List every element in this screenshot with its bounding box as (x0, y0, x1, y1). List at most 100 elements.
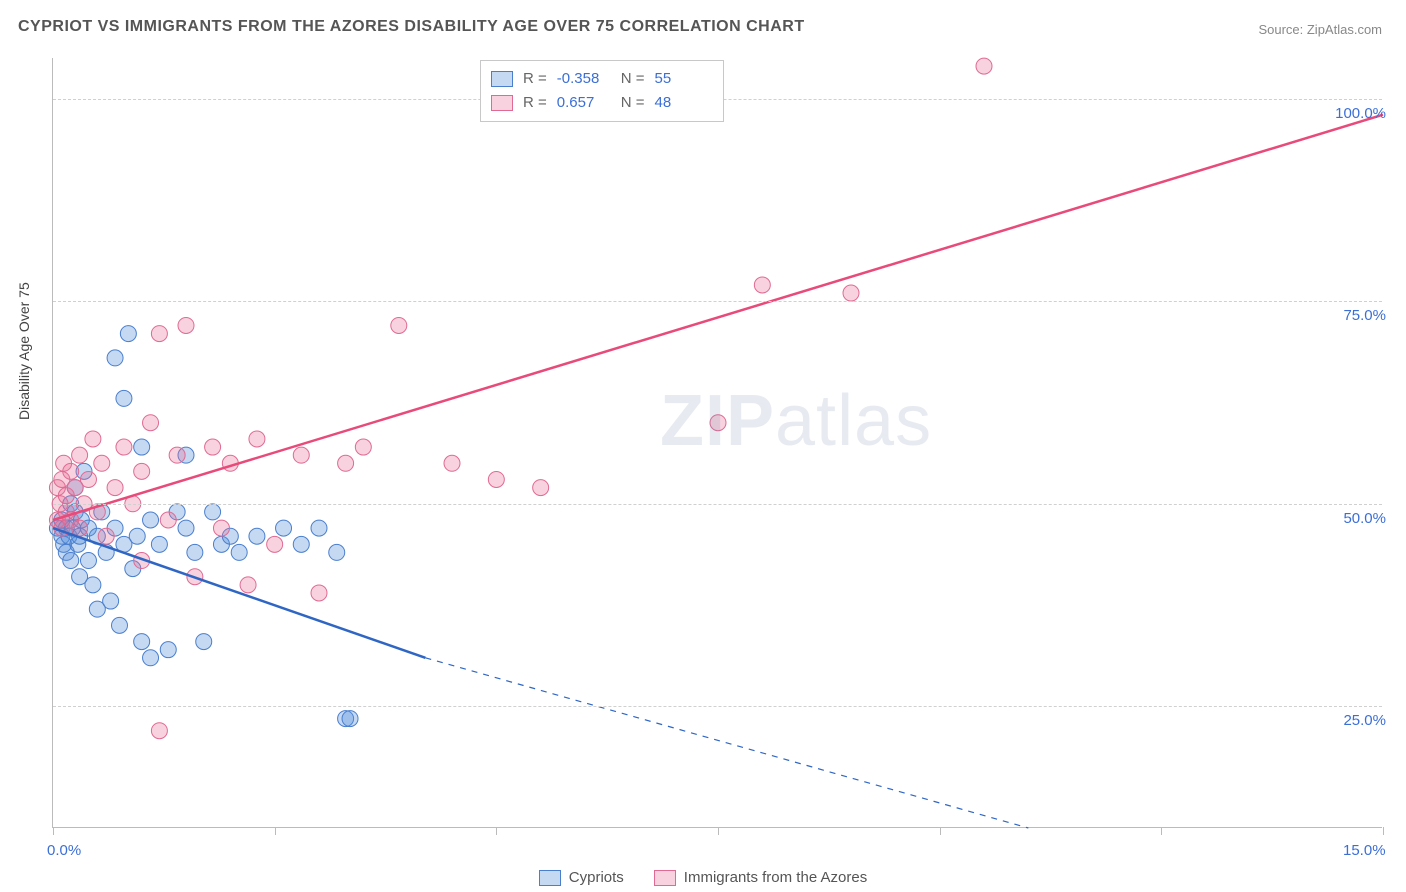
stats-row: R = -0.358 N = 55 (491, 67, 709, 91)
data-point (63, 463, 79, 479)
x-tick (718, 827, 719, 835)
stats-row: R = 0.657 N = 48 (491, 91, 709, 115)
data-point (169, 447, 185, 463)
data-point (178, 520, 194, 536)
legend-bottom: Cypriots Immigrants from the Azores (0, 869, 1406, 886)
y-axis-label: Disability Age Over 75 (16, 282, 32, 420)
data-point (355, 439, 371, 455)
data-point (112, 617, 128, 633)
data-point (116, 439, 132, 455)
data-point (329, 544, 345, 560)
stat-n-value: 48 (655, 91, 709, 115)
legend-swatch (491, 95, 513, 111)
data-point (72, 447, 88, 463)
data-point (338, 455, 354, 471)
data-point (80, 553, 96, 569)
data-point (240, 577, 256, 593)
legend-swatch (539, 870, 561, 886)
x-tick (496, 827, 497, 835)
data-point (213, 520, 229, 536)
data-point (103, 593, 119, 609)
data-point (85, 577, 101, 593)
stat-r-label: R = (523, 91, 547, 115)
data-point (391, 317, 407, 333)
data-point (205, 504, 221, 520)
data-point (143, 650, 159, 666)
y-tick-label: 75.0% (1343, 307, 1386, 324)
data-point (151, 326, 167, 342)
data-point (267, 536, 283, 552)
data-point (80, 471, 96, 487)
y-tick-label: 100.0% (1335, 105, 1386, 122)
data-point (444, 455, 460, 471)
data-point (134, 634, 150, 650)
data-point (134, 439, 150, 455)
x-tick (940, 827, 941, 835)
stat-n-label: N = (621, 67, 645, 91)
gridline (53, 504, 1382, 505)
gridline (53, 706, 1382, 707)
y-tick-label: 25.0% (1343, 712, 1386, 729)
data-point (129, 528, 145, 544)
data-point (231, 544, 247, 560)
data-point (311, 585, 327, 601)
stat-r-value: -0.358 (557, 67, 611, 91)
data-point (72, 520, 88, 536)
stats-box: R = -0.358 N = 55 R = 0.657 N = 48 (480, 60, 724, 122)
data-point (151, 536, 167, 552)
data-point (143, 415, 159, 431)
data-point (178, 317, 194, 333)
stat-r-value: 0.657 (557, 91, 611, 115)
x-tick-label: 0.0% (47, 842, 81, 859)
data-point (488, 471, 504, 487)
data-point (293, 447, 309, 463)
data-point (249, 431, 265, 447)
data-point (249, 528, 265, 544)
data-point (98, 528, 114, 544)
gridline (53, 301, 1382, 302)
data-point (151, 723, 167, 739)
data-point (710, 415, 726, 431)
legend-item: Cypriots (539, 869, 624, 886)
data-point (276, 520, 292, 536)
data-point (120, 326, 136, 342)
data-point (160, 642, 176, 658)
data-point (976, 58, 992, 74)
data-point (754, 277, 770, 293)
data-point (107, 350, 123, 366)
x-tick (53, 827, 54, 835)
data-point (160, 512, 176, 528)
stat-n-label: N = (621, 91, 645, 115)
x-tick (1383, 827, 1384, 835)
data-point (85, 431, 101, 447)
trend-line-extrapolated (425, 658, 1028, 828)
data-point (533, 480, 549, 496)
data-point (63, 553, 79, 569)
trend-line (53, 115, 1383, 520)
legend-label: Immigrants from the Azores (684, 869, 867, 886)
data-point (293, 536, 309, 552)
stat-n-value: 55 (655, 67, 709, 91)
data-point (187, 544, 203, 560)
y-tick-label: 50.0% (1343, 510, 1386, 527)
legend-label: Cypriots (569, 869, 624, 886)
source-attribution: Source: ZipAtlas.com (1258, 22, 1382, 37)
legend-swatch (654, 870, 676, 886)
chart-title: CYPRIOT VS IMMIGRANTS FROM THE AZORES DI… (18, 18, 805, 36)
data-point (134, 463, 150, 479)
stat-r-label: R = (523, 67, 547, 91)
chart-svg (53, 58, 1382, 827)
data-point (94, 455, 110, 471)
data-point (342, 711, 358, 727)
data-point (143, 512, 159, 528)
legend-item: Immigrants from the Azores (654, 869, 867, 886)
data-point (311, 520, 327, 536)
data-point (843, 285, 859, 301)
legend-swatch (491, 71, 513, 87)
data-point (107, 480, 123, 496)
plot-area: 25.0%50.0%75.0%100.0%0.0%15.0% (52, 58, 1382, 828)
x-tick (275, 827, 276, 835)
data-point (196, 634, 212, 650)
x-tick-label: 15.0% (1343, 842, 1386, 859)
x-tick (1161, 827, 1162, 835)
